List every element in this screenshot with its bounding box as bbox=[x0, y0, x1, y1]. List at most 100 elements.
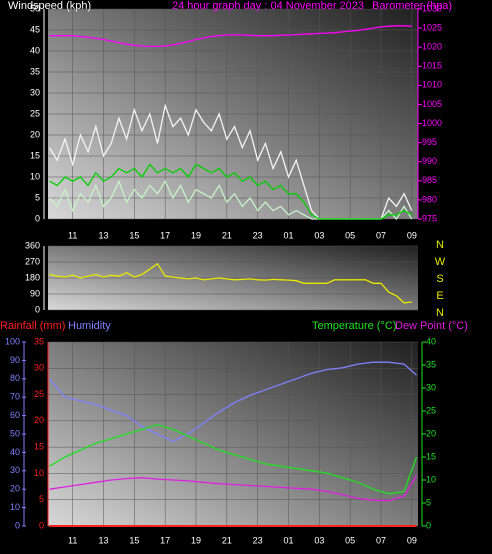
x-tick-label: 19 bbox=[191, 230, 201, 240]
x-tick-label: 05 bbox=[345, 230, 355, 240]
series-line bbox=[49, 262, 412, 304]
y-tick-label: 5 bbox=[39, 494, 44, 504]
x-tick-label: 17 bbox=[160, 535, 170, 545]
y-tick-label: 15 bbox=[30, 150, 40, 160]
y3-tick-label: 40 bbox=[10, 447, 20, 457]
y3-tick-label: 60 bbox=[10, 410, 20, 420]
y2-tick-label: 0 bbox=[426, 520, 431, 530]
y2-tick-label: 25 bbox=[426, 405, 436, 415]
y-tick-label: 10 bbox=[30, 171, 40, 181]
series-label: Rainfall (mm) bbox=[0, 320, 65, 332]
x-tick-label: 07 bbox=[376, 230, 386, 240]
x-tick-label: 11 bbox=[68, 535, 77, 545]
compass-label: N bbox=[436, 307, 444, 319]
y-tick-label: 30 bbox=[34, 363, 44, 373]
y-tick-label: 5 bbox=[35, 192, 40, 202]
y-tick-label: 270 bbox=[25, 256, 40, 266]
y2-tick-label: 10 bbox=[426, 474, 436, 484]
x-tick-label: 13 bbox=[98, 535, 108, 545]
y2-tick-label: 5 bbox=[426, 497, 431, 507]
y-tick-label: 35 bbox=[30, 66, 40, 76]
series-line bbox=[49, 475, 418, 502]
x-tick-label: 15 bbox=[129, 535, 139, 545]
chart-title: 24 hour graph day : 04 November 2023 bbox=[172, 0, 364, 12]
y3-tick-label: 90 bbox=[10, 355, 20, 365]
y2-tick-label: 995 bbox=[422, 137, 437, 147]
series-line bbox=[49, 361, 417, 443]
y2-tick-label: 1030 bbox=[422, 3, 442, 13]
y-tick-label: 35 bbox=[34, 336, 44, 346]
x-tick-label: 19 bbox=[191, 535, 201, 545]
y2-tick-label: 1005 bbox=[422, 99, 442, 109]
y-tick-label: 50 bbox=[30, 3, 40, 13]
y3-tick-label: 80 bbox=[10, 373, 20, 383]
y-tick-label: 0 bbox=[35, 213, 40, 223]
y-axis-title: Windspeed (kph) bbox=[8, 0, 91, 12]
x-tick-label: 21 bbox=[222, 230, 232, 240]
y2-tick-label: 40 bbox=[426, 336, 436, 346]
y3-tick-label: 50 bbox=[10, 428, 20, 438]
y3-tick-label: 10 bbox=[10, 502, 20, 512]
y3-tick-label: 0 bbox=[15, 520, 20, 530]
y2-tick-label: 975 bbox=[422, 213, 437, 223]
x-tick-label: 03 bbox=[314, 230, 324, 240]
y2-tick-label: 1015 bbox=[422, 61, 442, 71]
x-tick-label: 07 bbox=[376, 535, 386, 545]
x-tick-label: 09 bbox=[407, 535, 417, 545]
y2-axis-title: Barometer (hpa) bbox=[372, 0, 452, 12]
x-tick-label: 01 bbox=[283, 230, 293, 240]
compass-label: S bbox=[436, 273, 443, 285]
y2-tick-label: 1020 bbox=[422, 42, 442, 52]
x-tick-label: 23 bbox=[253, 535, 263, 545]
y2-tick-label: 1025 bbox=[422, 22, 442, 32]
y2-tick-label: 1010 bbox=[422, 80, 442, 90]
y2-tick-label: 1000 bbox=[422, 118, 442, 128]
series-label: Dew Point (°C) bbox=[395, 320, 468, 332]
y-tick-label: 180 bbox=[25, 272, 40, 282]
compass-label: N bbox=[436, 239, 444, 251]
y-tick-label: 20 bbox=[34, 415, 44, 425]
x-tick-label: 21 bbox=[222, 535, 232, 545]
x-tick-label: 01 bbox=[283, 535, 293, 545]
series-label: Temperature (°C) bbox=[312, 320, 396, 332]
x-tick-label: 15 bbox=[129, 230, 139, 240]
y-tick-label: 20 bbox=[30, 129, 40, 139]
y-tick-label: 360 bbox=[25, 240, 40, 250]
y2-tick-label: 30 bbox=[426, 382, 436, 392]
y2-tick-label: 980 bbox=[422, 194, 437, 204]
x-tick-label: 11 bbox=[68, 230, 77, 240]
y2-tick-label: 15 bbox=[426, 451, 436, 461]
compass-label: W bbox=[435, 256, 446, 268]
y-tick-label: 30 bbox=[30, 87, 40, 97]
y2-tick-label: 985 bbox=[422, 175, 437, 185]
series-line bbox=[49, 424, 418, 495]
y3-tick-label: 100 bbox=[5, 336, 20, 346]
y-tick-label: 10 bbox=[34, 468, 44, 478]
y-tick-label: 25 bbox=[34, 389, 44, 399]
x-tick-label: 13 bbox=[98, 230, 108, 240]
series-label: Humidity bbox=[68, 320, 111, 332]
compass-label: E bbox=[436, 290, 443, 302]
y-tick-label: 0 bbox=[35, 304, 40, 314]
y3-tick-label: 30 bbox=[10, 465, 20, 475]
y-tick-label: 45 bbox=[30, 24, 40, 34]
y-tick-label: 25 bbox=[30, 108, 40, 118]
x-tick-label: 23 bbox=[253, 230, 263, 240]
y2-tick-label: 20 bbox=[426, 428, 436, 438]
y-tick-label: 40 bbox=[30, 45, 40, 55]
y-tick-label: 15 bbox=[34, 442, 44, 452]
y3-tick-label: 70 bbox=[10, 392, 20, 402]
x-tick-label: 09 bbox=[407, 230, 417, 240]
series-line bbox=[49, 25, 412, 48]
plot-area bbox=[48, 342, 418, 526]
y-tick-label: 0 bbox=[39, 520, 44, 530]
y2-tick-label: 35 bbox=[426, 359, 436, 369]
x-tick-label: 03 bbox=[314, 535, 324, 545]
series-line bbox=[49, 163, 413, 220]
y3-tick-label: 20 bbox=[10, 484, 20, 494]
y2-tick-label: 990 bbox=[422, 156, 437, 166]
x-tick-label: 05 bbox=[345, 535, 355, 545]
x-tick-label: 17 bbox=[160, 230, 170, 240]
y-tick-label: 90 bbox=[30, 288, 40, 298]
